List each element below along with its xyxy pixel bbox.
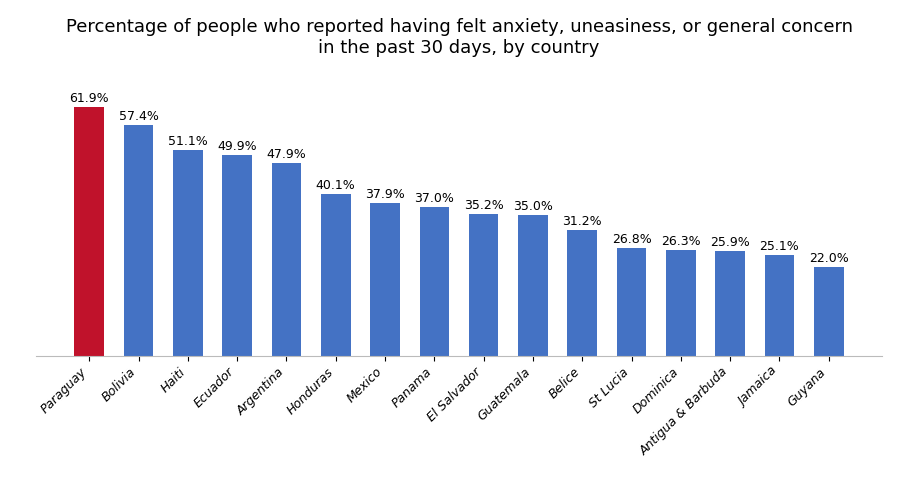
Text: 57.4%: 57.4% — [119, 110, 158, 123]
Bar — [469, 214, 499, 356]
Text: 25.1%: 25.1% — [760, 240, 799, 253]
Text: 51.1%: 51.1% — [168, 135, 208, 148]
Bar — [272, 163, 302, 356]
Text: 31.2%: 31.2% — [562, 215, 602, 228]
Text: 47.9%: 47.9% — [266, 148, 306, 161]
Bar — [124, 125, 153, 356]
Text: 37.0%: 37.0% — [414, 192, 454, 205]
Text: 26.3%: 26.3% — [661, 235, 701, 248]
Bar — [222, 155, 252, 356]
Text: 61.9%: 61.9% — [69, 92, 109, 105]
Bar — [814, 267, 843, 356]
Bar — [666, 250, 696, 356]
Title: Percentage of people who reported having felt anxiety, uneasiness, or general co: Percentage of people who reported having… — [66, 18, 852, 57]
Bar — [370, 203, 400, 356]
Text: 37.9%: 37.9% — [365, 188, 405, 201]
Text: 22.0%: 22.0% — [809, 252, 849, 265]
Text: 40.1%: 40.1% — [316, 179, 356, 192]
Bar — [321, 194, 350, 356]
Bar — [616, 248, 646, 356]
Text: 35.2%: 35.2% — [464, 199, 503, 212]
Bar — [419, 207, 449, 356]
Text: 49.9%: 49.9% — [217, 140, 257, 153]
Bar — [716, 251, 745, 356]
Bar — [568, 230, 597, 356]
Text: 35.0%: 35.0% — [513, 200, 553, 213]
Bar — [75, 107, 104, 356]
Bar — [518, 215, 548, 356]
Text: 26.8%: 26.8% — [612, 233, 652, 246]
Bar — [173, 150, 202, 356]
Text: 25.9%: 25.9% — [710, 237, 750, 249]
Bar — [765, 255, 794, 356]
